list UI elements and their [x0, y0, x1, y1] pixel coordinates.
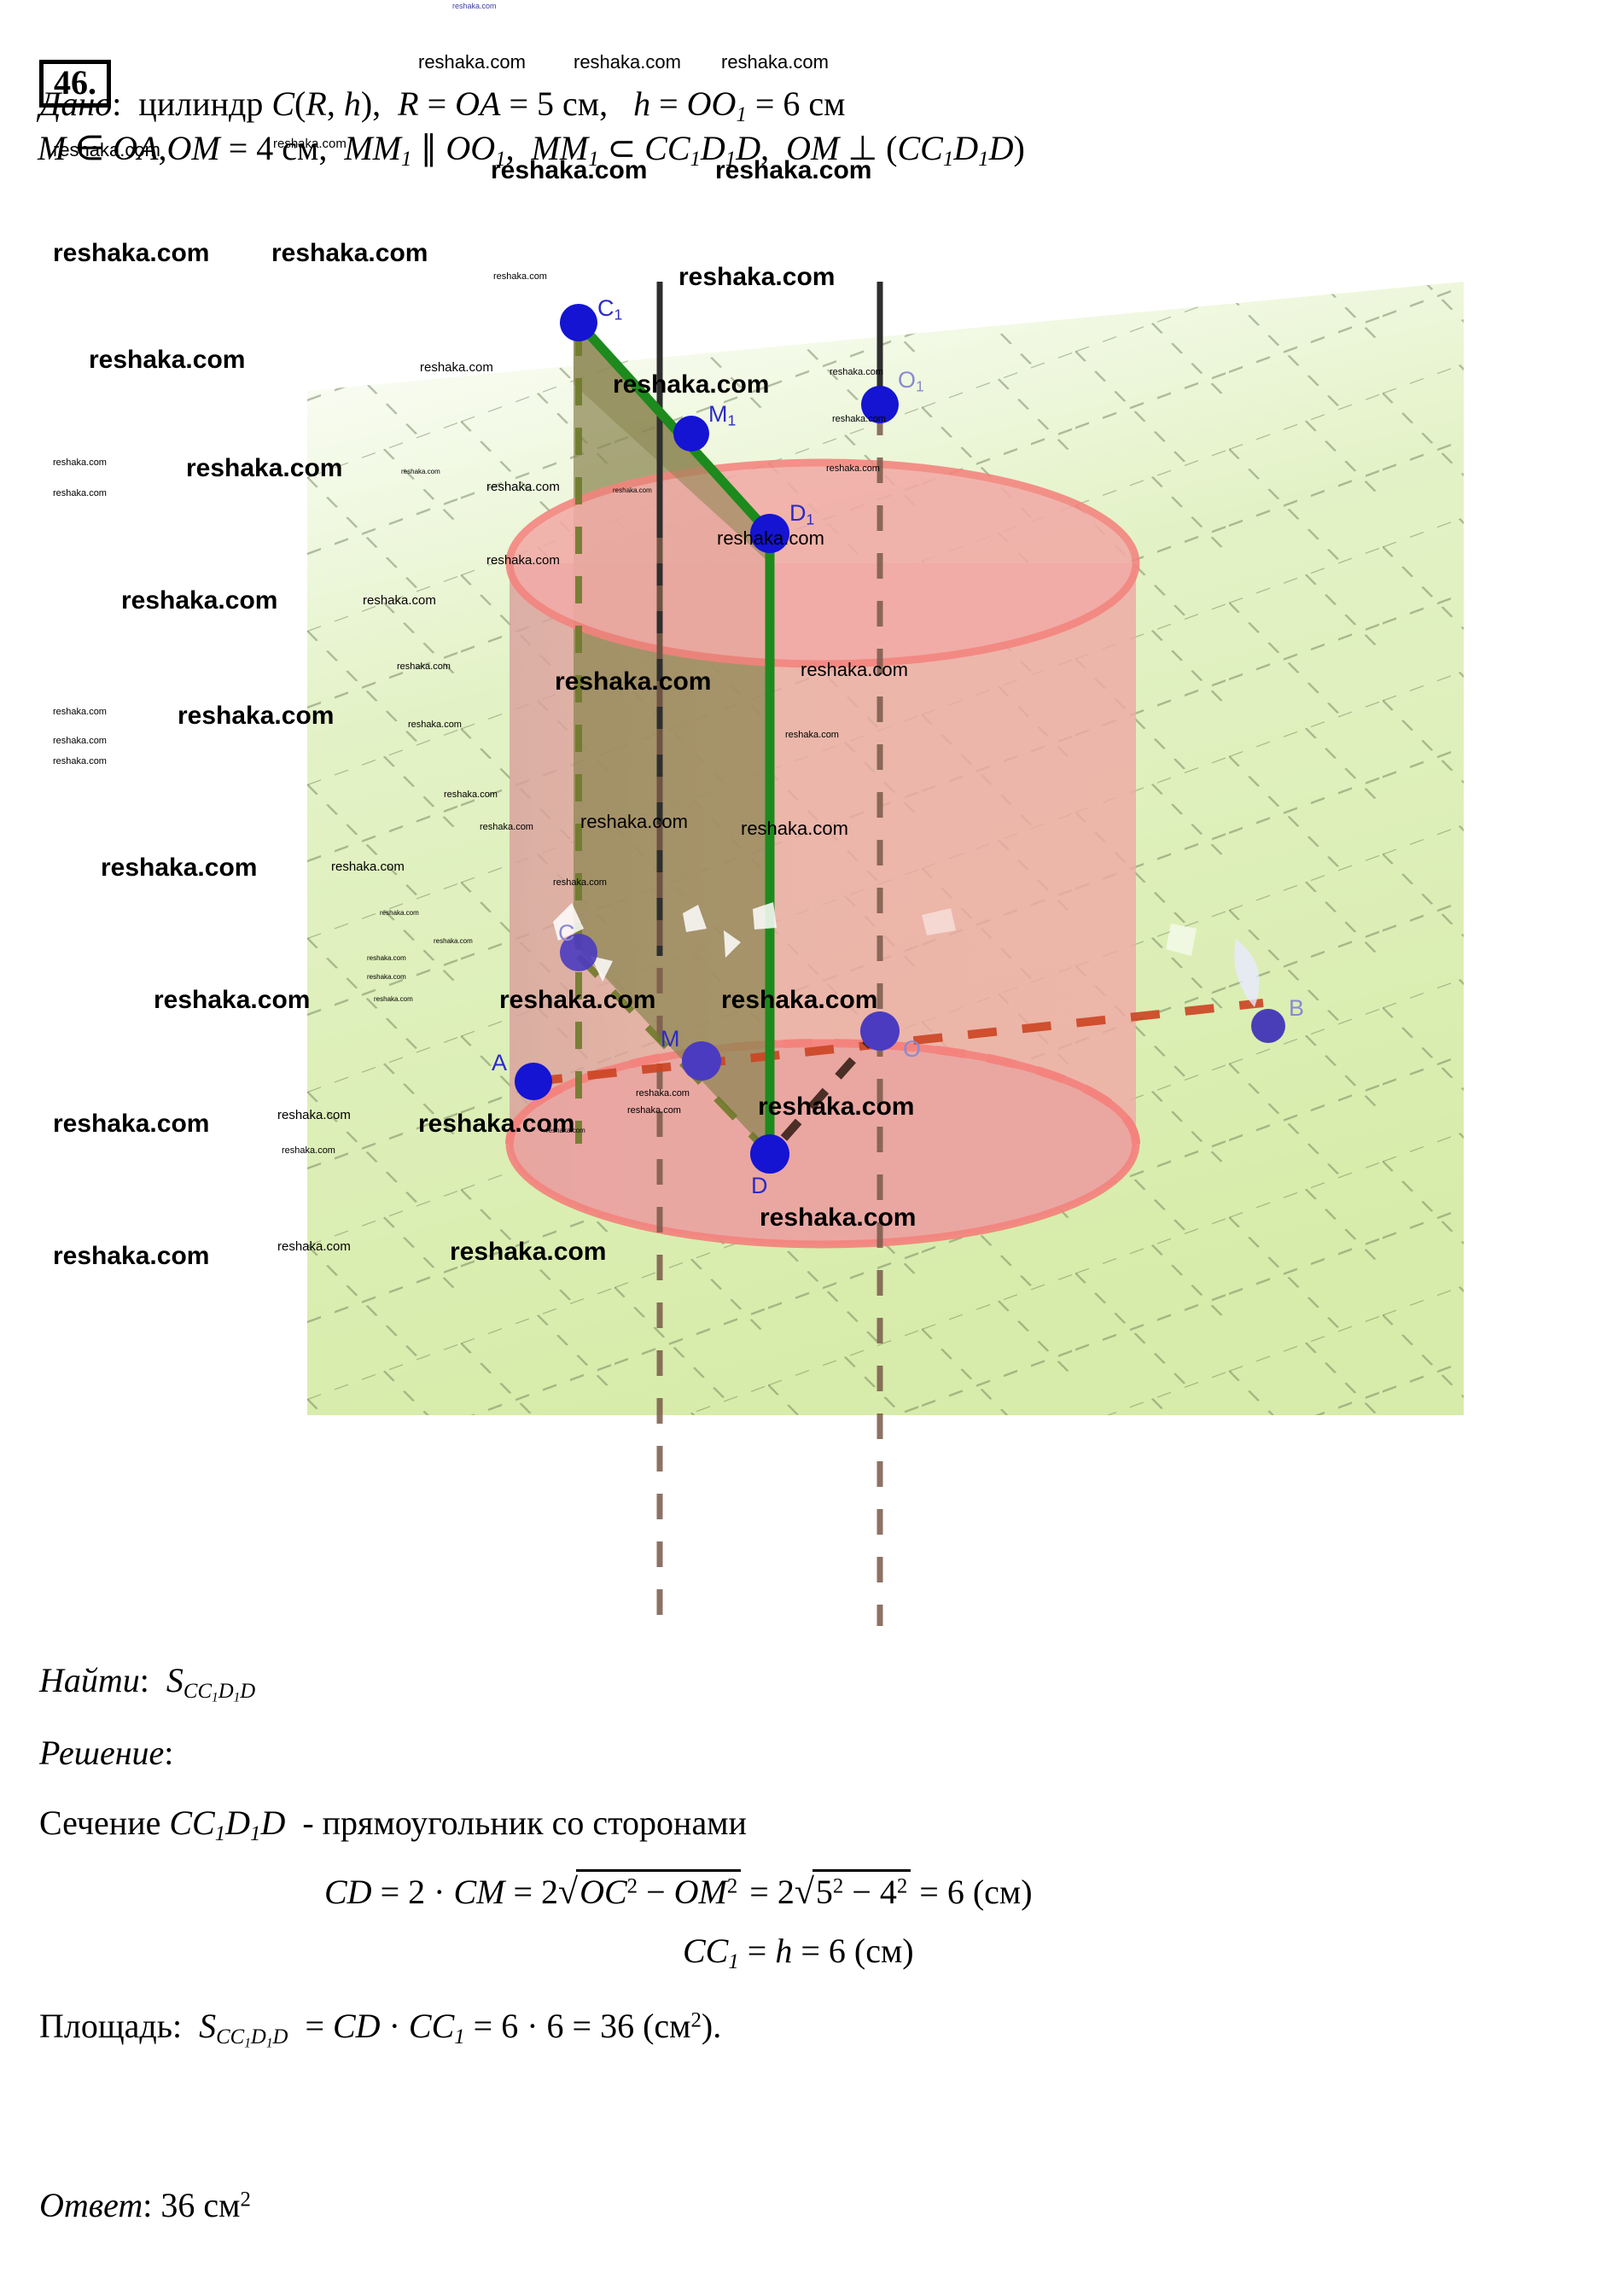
point-D1 [750, 514, 789, 553]
label-point-D: D [751, 1173, 768, 1198]
point-O1 [861, 386, 899, 423]
label-point-M: M [661, 1026, 680, 1052]
formula-cd: CD = 2 · CM = 2√OC2 − OM2 = 2√52 − 42 = … [324, 1869, 1033, 1913]
formula-cc1: CC1 = h = 6 (см) [683, 1932, 914, 1973]
label-point-B: B [1289, 995, 1305, 1021]
watermark: reshaka.com [418, 51, 526, 73]
answer-line: Ответ: 36 см2 [39, 2186, 251, 2224]
find-line: Найти: SCC1D1D [39, 1661, 256, 1705]
solution-label: Решение: [39, 1734, 174, 1772]
given-line-1: Дано: цилиндр C(R, h), R = OA = 5 см, h … [39, 84, 846, 126]
area-label: Площадь [39, 2007, 172, 2045]
label-point-M1: M1 [708, 401, 737, 429]
point-M [682, 1041, 721, 1081]
formula-area: Площадь: SCC1D1D = CD · CC1 = 6 · 6 = 36… [39, 2007, 722, 2051]
point-B [1251, 1009, 1285, 1043]
watermark: reshaka.com [452, 2, 497, 10]
section-plane-top-part [574, 323, 770, 563]
watermark: reshaka.com [53, 239, 210, 267]
edge-C1D1 [574, 319, 774, 537]
point-C1 [560, 304, 597, 341]
point-M1 [673, 416, 709, 452]
point-C [560, 934, 597, 971]
problem-number: 46. [39, 60, 111, 108]
find-label: Найти [39, 1661, 140, 1699]
solution-line-1: Сечение CC1D1D - прямоугольник со сторон… [39, 1804, 747, 1845]
given-line-2: M ∈ OA,OM = 4 см, MM1 ∥ OO1, MM1 ⊂ CC1D1… [38, 129, 1025, 171]
label-point-C: C [558, 920, 575, 946]
cylinder-bottom-base [505, 1039, 1140, 1249]
point-D [750, 1134, 789, 1174]
label-point-O1: O1 [898, 367, 924, 395]
vertex-points [515, 304, 1285, 1174]
given-label: Дано [39, 84, 113, 123]
point-O [860, 1011, 900, 1051]
dashed-segment-OD [766, 1026, 883, 1157]
cylinder-figure: C1 M1 O1 D1 C M O A D B [0, 282, 1619, 1699]
point-A [515, 1063, 552, 1100]
label-point-O: O [903, 1036, 922, 1062]
cylinder-svg [307, 282, 1464, 1626]
answer-label: Ответ [39, 2186, 143, 2224]
watermark: reshaka.com [493, 271, 547, 282]
watermark: reshaka.com [574, 51, 681, 73]
dashed-radius-AOB [533, 999, 1264, 1086]
watermark: reshaka.com [271, 239, 428, 267]
cylinder-top-base [505, 458, 1140, 668]
watermark: reshaka.com [721, 51, 829, 73]
label-point-D1: D1 [789, 500, 815, 528]
label-point-A: A [492, 1050, 508, 1075]
body-highlights [553, 902, 1260, 1007]
label-point-C1: C1 [597, 295, 623, 323]
